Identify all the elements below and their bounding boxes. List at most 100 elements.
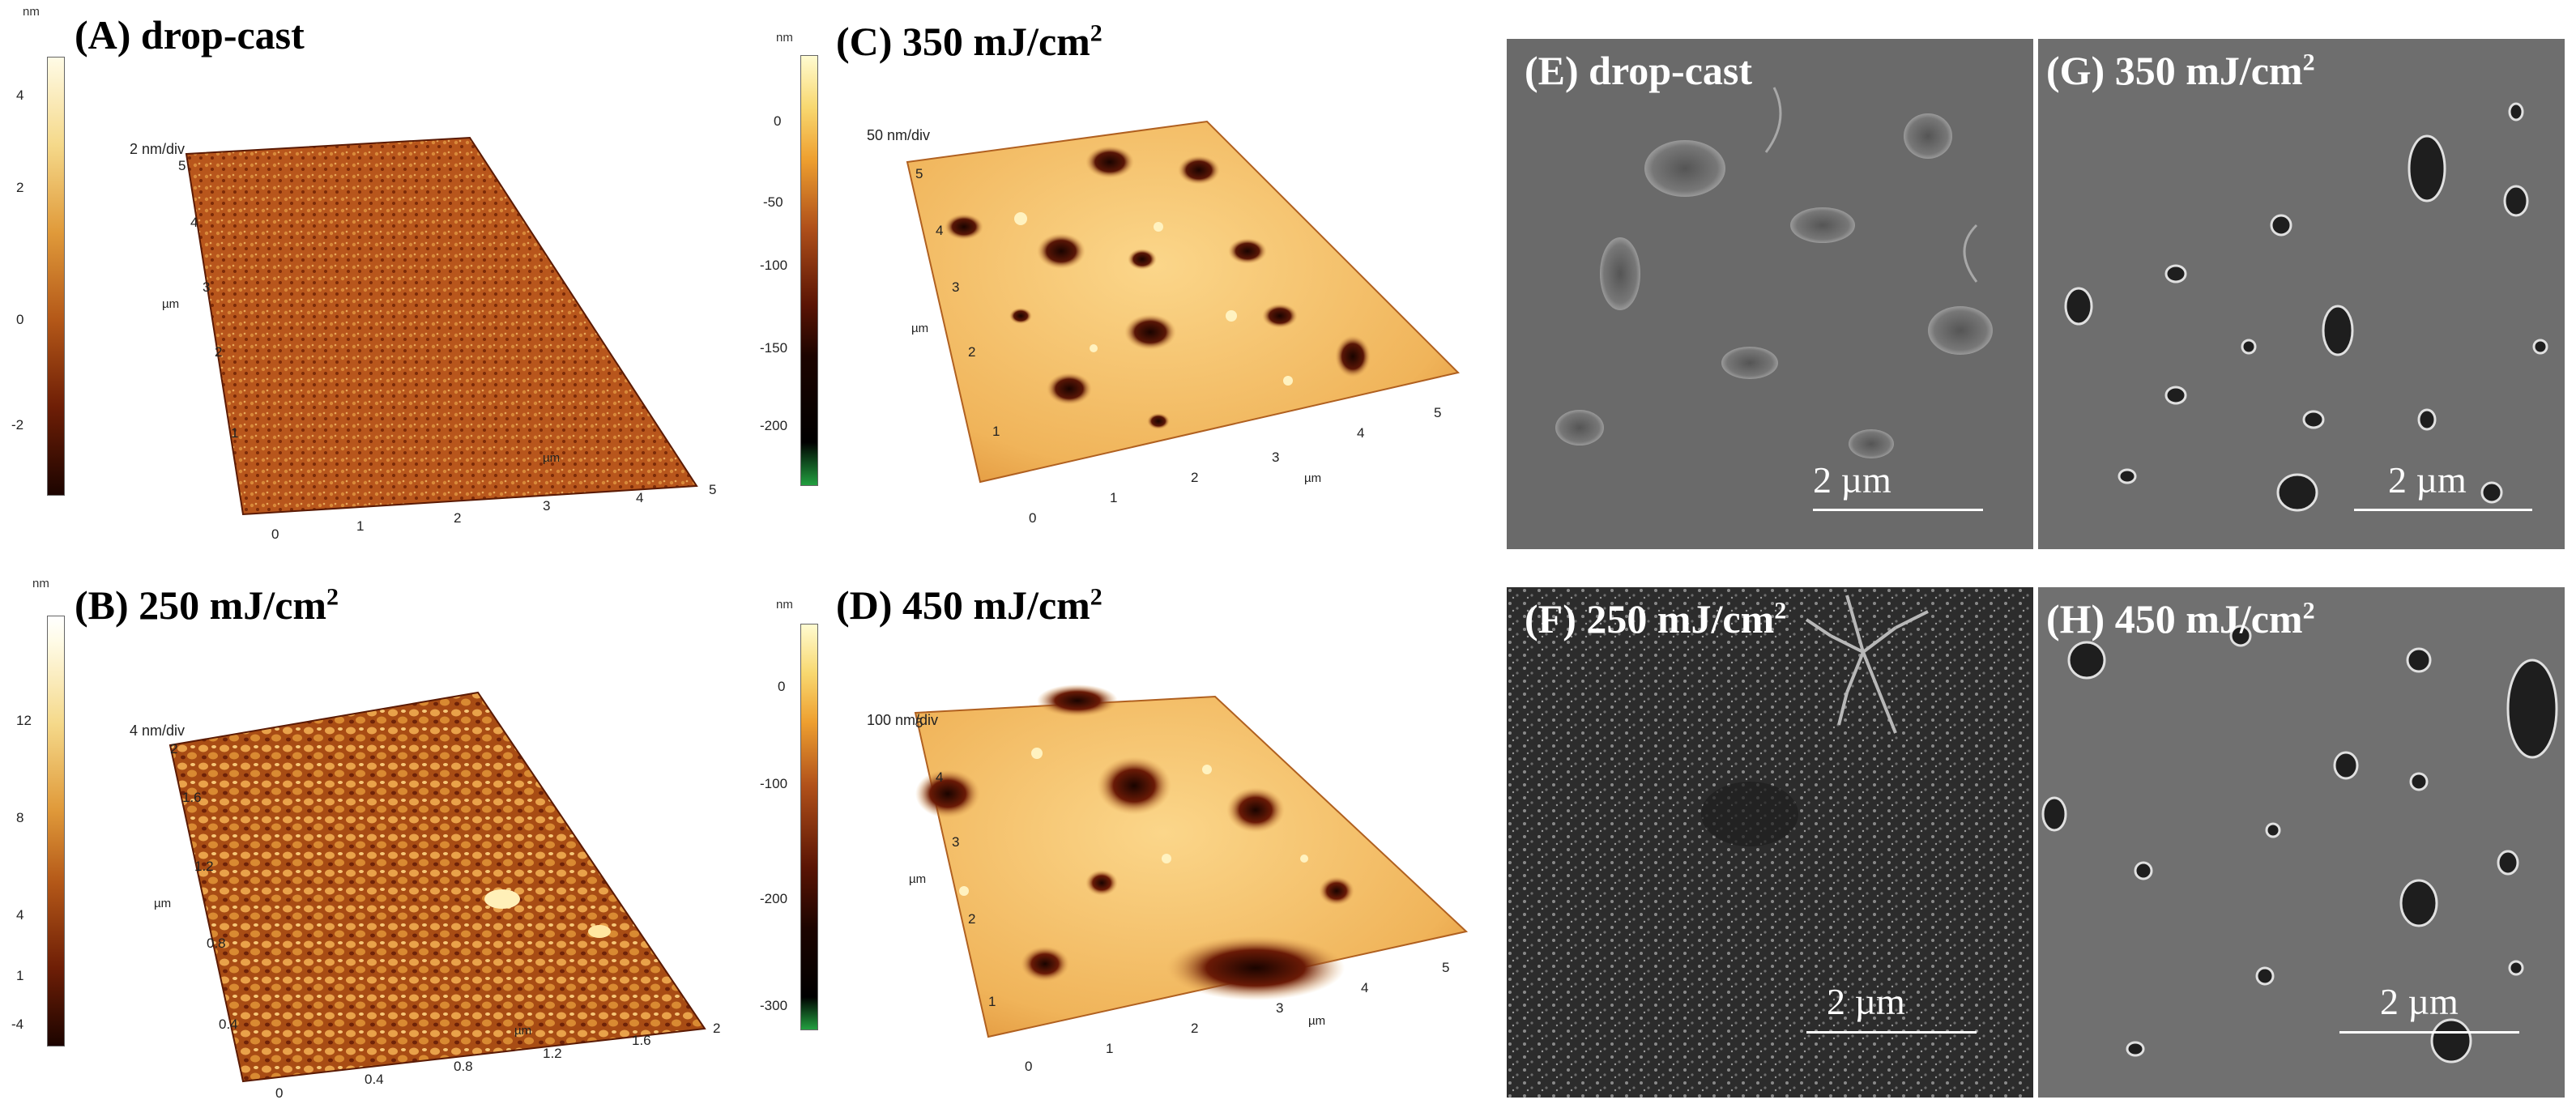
panel-a-colorbar-unit: nm	[23, 5, 40, 19]
panel-c-xtick: 4	[1357, 425, 1364, 441]
panel-a-ytick: 2	[215, 344, 222, 360]
panel-b-colorbar-unit: nm	[32, 577, 49, 590]
panel-d-colorbar-tick: -300	[760, 998, 788, 1013]
panel-c-x-unit: µm	[1304, 471, 1321, 485]
panel-c-y-unit: µm	[911, 322, 928, 335]
panel-a-afm-surface: 2 nm/div 0 1 2 3 4 5 µm 1 2 3 4 5 µm	[130, 136, 716, 542]
panel-c-xtick: 5	[1434, 405, 1441, 420]
panel-f-sem-image: (F) 250 mJ/cm2 2 µm	[1507, 587, 2033, 1098]
panel-a-ytick: 5	[178, 158, 186, 173]
panel-d-xtick: 2	[1191, 1021, 1198, 1036]
panel-f-label: (F) 250 mJ/cm2	[1525, 596, 1787, 642]
panel-b-xtick: 0.8	[454, 1059, 473, 1074]
panel-a-ytick: 1	[231, 425, 238, 441]
panel-d-ytick: 1	[988, 994, 996, 1009]
panel-a-ytick: 3	[203, 279, 210, 295]
panel-g-label: (G) 350 mJ/cm2	[2046, 48, 2315, 93]
panel-a-colorbar-tick: -2	[11, 417, 24, 433]
panel-d-colorbar-tick: -100	[760, 776, 788, 791]
panel-d-y-unit: µm	[909, 872, 926, 886]
panel-g-sem-image: (G) 350 mJ/cm2 2 µm	[2038, 39, 2565, 549]
panel-c-colorbar-tick: -150	[760, 340, 788, 356]
panel-a-xtick: 3	[543, 498, 550, 514]
panel-g-scale-text: 2 µm	[2388, 459, 2467, 501]
panel-b-colorbar-tick: -4	[11, 1017, 24, 1032]
panel-a-xtick: 5	[709, 482, 716, 497]
panel-d-colorbar	[800, 624, 818, 1030]
panel-b-ytick: 2	[170, 741, 177, 757]
panel-d-afm-surface: 100 nm/div 0 1 2 3 4 5 µm 1 2 3 4 5 µm	[867, 684, 1469, 1074]
panel-d-ytick: 3	[952, 834, 959, 850]
panel-e-label: (E) drop-cast	[1525, 48, 1753, 93]
panel-e-scale-text: 2 µm	[1813, 459, 1891, 501]
panel-d-zscale: 100 nm/div	[867, 712, 938, 728]
panel-b-ytick: 1.6	[182, 790, 202, 805]
panel-c-colorbar-tick: -200	[760, 418, 788, 433]
panel-b-xtick: 1.2	[543, 1046, 562, 1061]
panel-b-zscale: 4 nm/div	[130, 723, 185, 739]
panel-b-colorbar	[47, 616, 65, 1046]
panel-a-ytick: 4	[190, 215, 198, 230]
panel-d-ytick: 4	[936, 769, 943, 785]
panel-c-xtick: 2	[1191, 470, 1198, 485]
panel-b-afm-surface: 4 nm/div 0 0.4 0.8 1.2 1.6 2 µm 0.4 0.8 …	[130, 691, 720, 1101]
panel-c-xtick: 1	[1110, 490, 1117, 505]
panel-c-afm-surface: 50 nm/div 0 1 2 3 4 5 µm 1 2 3 4 5 µm	[867, 120, 1460, 526]
panel-b-ytick: 0.4	[219, 1017, 238, 1032]
panel-f-scale-text: 2 µm	[1827, 981, 1905, 1022]
panel-c-colorbar-tick: 0	[774, 113, 782, 129]
panel-a-colorbar-tick: 2	[16, 180, 24, 195]
panel-c-xtick: 3	[1272, 450, 1279, 465]
panel-h-scale-bar	[2339, 1031, 2519, 1034]
panel-a-xtick: 4	[636, 490, 643, 505]
panel-b-colorbar-tick: 8	[16, 810, 24, 825]
panel-b-xtick: 2	[713, 1021, 720, 1036]
panel-b-xtick: 0.4	[365, 1072, 384, 1087]
panel-a-label: (A) drop-cast	[75, 12, 305, 58]
panel-b-ytick: 1.2	[194, 859, 214, 874]
panel-d-ytick: 2	[968, 911, 975, 927]
panel-a-xtick: 1	[356, 518, 364, 534]
panel-c-colorbar-tick: -100	[760, 258, 788, 273]
panel-d-ytick: 5	[915, 715, 923, 731]
panel-b-label: (B) 250 mJ/cm2	[75, 582, 339, 628]
panel-c-label: (C) 350 mJ/cm2	[836, 19, 1102, 64]
panel-f-scale-bar	[1806, 1031, 1977, 1034]
panel-c-ytick: 1	[992, 424, 1000, 439]
panel-c-ytick: 3	[952, 279, 959, 295]
panel-c-ytick: 4	[936, 223, 943, 238]
panel-e-scale-bar	[1813, 509, 1983, 511]
panel-c-colorbar-tick: -50	[763, 194, 783, 210]
panel-d-xtick: 5	[1442, 960, 1449, 975]
panel-f-texture	[1507, 587, 2033, 1098]
panel-d-xtick: 0	[1025, 1059, 1032, 1074]
panel-a-xtick: 0	[271, 526, 279, 542]
panel-d-colorbar-tick: -200	[760, 891, 788, 906]
panel-a-colorbar	[47, 57, 65, 496]
panel-h-scale-text: 2 µm	[2380, 981, 2459, 1022]
panel-d-xtick: 4	[1361, 980, 1368, 995]
panel-h-sem-image: (H) 450 mJ/cm2 2 µm	[2038, 587, 2565, 1098]
panel-e-sem-image: (E) drop-cast 2 µm	[1507, 39, 2033, 549]
panel-b-ytick: 0.8	[207, 936, 226, 951]
panel-b-xtick: 1.6	[632, 1033, 651, 1048]
panel-b-colorbar-tick: 1	[16, 968, 24, 983]
panel-d-xtick: 3	[1276, 1000, 1283, 1016]
panel-d-x-unit: µm	[1308, 1014, 1325, 1028]
panel-a-colorbar-tick: 4	[16, 87, 24, 103]
panel-a-x-unit: µm	[543, 451, 560, 465]
panel-b-colorbar-tick: 4	[16, 907, 24, 923]
panel-c-colorbar	[800, 55, 818, 486]
panel-d-colorbar-unit: nm	[776, 598, 793, 612]
panel-a-colorbar-tick: 0	[16, 312, 24, 327]
panel-g-scale-bar	[2354, 509, 2532, 511]
panel-d-colorbar-tick: 0	[778, 679, 786, 694]
panel-c-ytick: 5	[915, 166, 923, 181]
panel-e-texture	[1507, 39, 2033, 549]
panel-c-xtick: 0	[1029, 510, 1036, 526]
panel-c-ytick: 2	[968, 344, 975, 360]
panel-b-xtick: 0	[275, 1085, 283, 1101]
panel-a-xtick: 2	[454, 510, 461, 526]
panel-a-y-unit: µm	[162, 297, 179, 311]
panel-c-zscale: 50 nm/div	[867, 127, 930, 143]
